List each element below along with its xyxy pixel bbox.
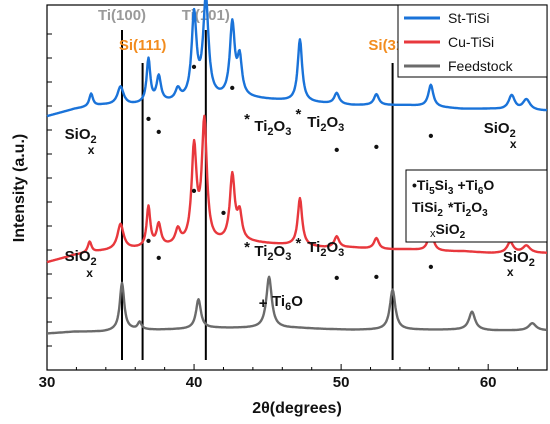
dot-mark: • [428, 128, 433, 145]
phase-symbol-legend-box [405, 169, 548, 243]
x-axis-ticks: 30 40 50 60 [39, 364, 548, 391]
cross-mark: x [510, 137, 517, 151]
star-mark: * [296, 106, 302, 123]
dot-mark: • [156, 250, 161, 267]
reference-label: Ti(101) [182, 7, 230, 24]
ti2o3-label: Ti2O3 [307, 239, 344, 259]
dot-mark: • [191, 59, 196, 76]
star-mark: * [244, 239, 250, 256]
dot-mark: • [156, 124, 161, 141]
phase-legend-line-3: xSiO2 [430, 221, 466, 241]
plus-symbol: + [457, 177, 465, 193]
dot-mark: • [191, 183, 196, 200]
phase-legend-line-1: •Ti5Si3 +Ti6O [412, 177, 494, 197]
series-line [46, 114, 548, 264]
dot-mark: • [334, 142, 339, 159]
sio2-label: SiO2 [484, 120, 516, 140]
ti2o3-label: Ti2O3 [254, 243, 291, 263]
x-tick-label: 50 [333, 374, 350, 391]
phase-legend-line-2: TiSi2 *Ti2O3 [412, 199, 488, 219]
ti2o3-label: Ti2O3 [307, 114, 344, 134]
y-axis-ticks [47, 33, 52, 347]
legend-label-feedstock: Feedstock [448, 58, 514, 74]
dot-mark: • [334, 270, 339, 287]
y-axis-title: Intensity (a.u.) [11, 134, 28, 242]
reference-label: Ti(100) [98, 7, 146, 24]
plus-mark: + [259, 295, 268, 312]
ti2o3-label: Ti2O3 [254, 118, 291, 138]
dot-mark: • [230, 80, 235, 97]
x-tick-label: 30 [39, 374, 56, 391]
dot-mark: • [374, 269, 379, 286]
sio2-label: SiO2 [503, 249, 535, 269]
x-tick-label: 40 [186, 374, 203, 391]
series-line [46, 275, 548, 335]
dot-mark: • [146, 233, 151, 250]
diffraction-curves [46, 0, 548, 335]
dot-symbol: • [412, 177, 417, 193]
star-mark: * [244, 111, 250, 128]
legend-label-st-tisi: St-TiSi [448, 10, 489, 26]
legend-label-cu-tisi: Cu-TiSi [448, 34, 494, 50]
sio2-label: SiO2 [65, 126, 97, 146]
sio2-label: SiO2 [65, 248, 97, 268]
ti6o-label: Ti6O [272, 293, 303, 313]
phase-symbol-legend: •Ti5Si3 +Ti6O TiSi2 *Ti2O3 xSiO2 [405, 169, 548, 243]
reference-lines: Ti(100)Si(111)Ti(101)Si(311) [98, 7, 417, 360]
series-legend: St-TiSi Cu-TiSi Feedstock [397, 4, 548, 78]
x-tick-label: 60 [480, 374, 497, 391]
cross-mark: x [88, 143, 95, 157]
dot-mark: • [221, 205, 226, 222]
star-symbol: * [448, 199, 454, 215]
dot-mark: • [374, 139, 379, 156]
cross-mark: x [86, 266, 93, 280]
series-line [46, 0, 548, 118]
x-axis-title: 2θ(degrees) [252, 400, 342, 417]
reference-label: Si(111) [119, 37, 167, 54]
cross-symbol: x [430, 228, 436, 240]
dot-mark: • [146, 111, 151, 128]
cross-mark: x [507, 265, 514, 279]
star-mark: * [296, 235, 302, 252]
dot-mark: • [428, 259, 433, 276]
